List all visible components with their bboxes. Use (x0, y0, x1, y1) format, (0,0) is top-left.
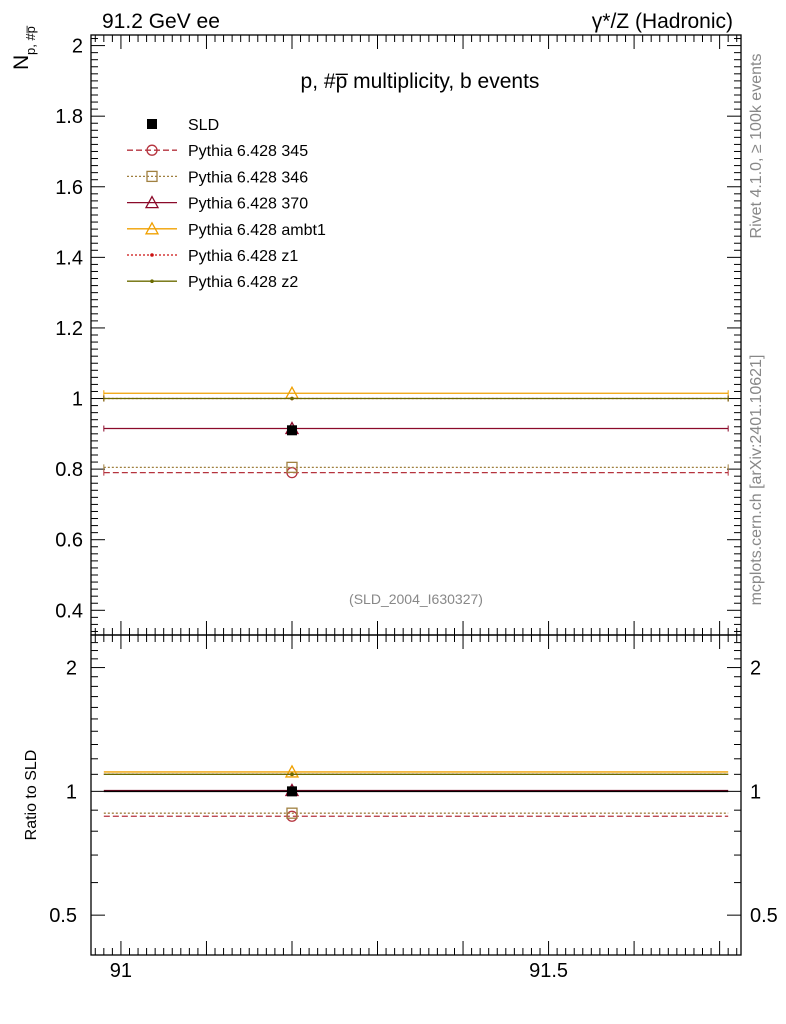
header-left-label: 91.2 GeV ee (102, 10, 220, 33)
main-y-tick-label: 1 (72, 389, 83, 411)
legend: SLD Pythia 6.428 345 Pythia 6.428 346 Pythi… (127, 117, 326, 291)
legend-marker (144, 195, 160, 209)
main-y-axis-label-main: N (10, 55, 33, 70)
rivet-version-label: Rivet 4.1.0, ≥ 100k events (748, 54, 765, 239)
main-y-tick-label: 0.4 (55, 600, 83, 622)
legend-marker (150, 253, 154, 257)
legend-marker-sld (147, 119, 157, 129)
analysis-tag: (SLD_2004_I630327) (349, 591, 483, 607)
main-y-tick-label: 1.6 (55, 177, 83, 199)
legend-marker (144, 221, 160, 235)
main-y-tick-label: 0.8 (55, 459, 83, 481)
legend-marker (146, 144, 158, 156)
main-series-layer (103, 385, 729, 479)
mcplots-label: mcplots.cern.ch [arXiv:2401.10621] (748, 355, 765, 606)
legend-label: Pythia 6.428 370 (188, 196, 308, 213)
legend-label: Pythia 6.428 346 (188, 169, 308, 186)
axis-tick-labels: 0.4 0.6 0.8 1 1.2 1.4 1.6 1.8 2 0.5 0.5 1 1 2 2 91 91.5 (49, 36, 778, 982)
ratio-y-tick-label: 1 (66, 781, 77, 803)
ratio-y-tick-label: 2 (66, 658, 77, 680)
main-y-tick-label: 2 (72, 36, 83, 58)
main-y-axis-label-sub: p, #p̅ (23, 26, 38, 55)
ratio-series-layer (103, 764, 729, 822)
main-y-tick-label: 1.4 (55, 247, 83, 269)
ratio-y-tick-label-right: 0.5 (750, 905, 778, 927)
x-tick-label: 91.5 (529, 960, 568, 982)
legend-label: Pythia 6.428 z2 (188, 274, 298, 291)
ratio-y-tick-label-right: 1 (750, 781, 761, 803)
ratio-plot-frame (90, 634, 742, 956)
x-tick-label: 91 (110, 960, 132, 982)
ratio-series-marker (290, 772, 294, 777)
ratio-data-marker (286, 786, 297, 797)
legend-label-sld: SLD (188, 117, 219, 134)
legend-label: Pythia 6.428 z1 (188, 248, 298, 265)
legend-marker (150, 279, 154, 284)
plot-title: p, #p̅ multiplicity, b events (301, 70, 540, 93)
main-y-axis-label: N p, #p̅ (10, 26, 38, 70)
ratio-series-marker (284, 764, 300, 778)
main-y-tick-label: 0.6 (55, 530, 83, 552)
legend-label: Pythia 6.428 345 (188, 143, 308, 160)
main-y-tick-label: 1.2 (55, 318, 83, 340)
ratio-series-marker (286, 807, 298, 819)
legend-marker (146, 170, 158, 183)
legend-label: Pythia 6.428 ambt1 (188, 222, 326, 239)
axis-ticks (91, 35, 741, 956)
ratio-y-axis-label: Ratio to SLD (23, 750, 40, 841)
header-right-label: γ*/Z (Hadronic) (592, 10, 733, 33)
data-marker (286, 425, 297, 436)
main-y-tick-label: 1.8 (55, 106, 83, 128)
ratio-y-tick-label: 0.5 (49, 905, 77, 927)
main-series-marker (290, 396, 294, 401)
main-series-marker (286, 461, 298, 474)
ratio-y-tick-label-right: 2 (750, 658, 761, 680)
